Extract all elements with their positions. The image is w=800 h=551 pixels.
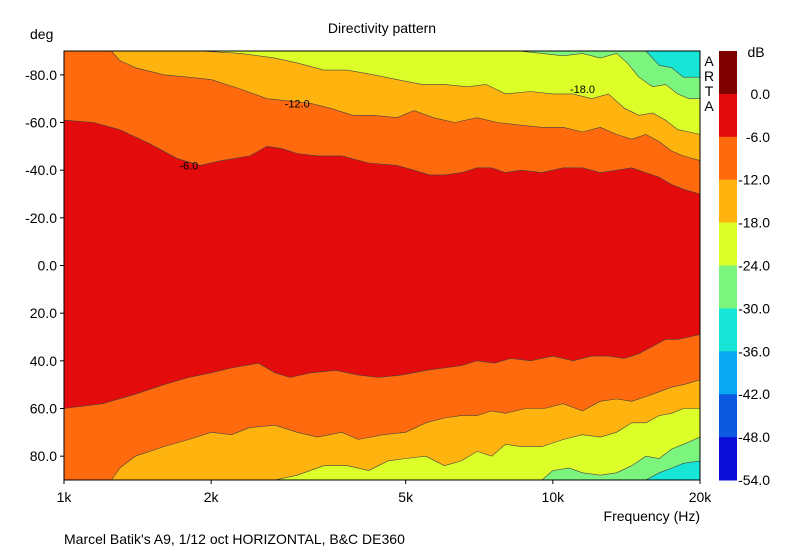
- chart-title: Directivity pattern: [328, 20, 436, 36]
- x-tick-label: 20k: [689, 489, 713, 505]
- colorbar-unit-label: dB: [747, 44, 764, 60]
- contour-band-lower: [541, 436, 700, 480]
- colorbar-block: [719, 51, 737, 95]
- contour-band-upper: [200, 51, 700, 135]
- colorbar-tick-label: -48.0: [738, 429, 770, 445]
- colorbar-block: [719, 351, 737, 395]
- y-tick-label: -40.0: [25, 162, 57, 178]
- x-axis-label: Frequency (Hz): [604, 508, 700, 524]
- colorbar-tick-label: 0.0: [751, 86, 771, 102]
- colorbar-block: [719, 136, 737, 181]
- plot-area: -6.0 -12.0 -18.0: [63, 50, 701, 481]
- x-tick-label: 5k: [398, 489, 414, 505]
- y-tick-label: 60.0: [30, 401, 57, 417]
- arta-letter: A: [704, 98, 714, 114]
- colorbar-block: [719, 394, 737, 438]
- colorbar-tick-label: -12.0: [738, 172, 770, 188]
- x-axis-ticks: 1k 2k 5k 10k 20k: [57, 480, 713, 505]
- colorbar-tick-label: -36.0: [738, 343, 770, 359]
- y-tick-label: 20.0: [30, 305, 57, 321]
- x-tick-label: 2k: [204, 489, 220, 505]
- y-tick-label: 0.0: [38, 258, 58, 274]
- contour-band-upper: [645, 51, 700, 78]
- y-axis-label: deg: [30, 26, 53, 42]
- x-tick-label: 1k: [57, 489, 73, 505]
- colorbar-tick-label: -30.0: [738, 300, 770, 316]
- colorbar-tick-label: -54.0: [738, 472, 770, 488]
- colorbar-tick-label: -24.0: [738, 258, 770, 274]
- colorbar-tick-label: -6.0: [746, 129, 770, 145]
- color-scale: dB 0.0 -6.0 -12.0 -18.0 -24.0 -30.0 -36.0 -42.0…: [719, 44, 770, 488]
- colorbar-block: [719, 179, 737, 224]
- y-axis-ticks: -80.0 -60.0 -40.0 -20.0 0.0 20.0 40.0 60.0 80.0: [25, 67, 64, 464]
- y-tick-label: -60.0: [25, 115, 57, 131]
- contour-label: -18.0: [570, 84, 595, 96]
- x-tick-label: 10k: [542, 489, 566, 505]
- y-tick-label: 80.0: [30, 448, 57, 464]
- contour-fills: [64, 51, 700, 480]
- colorbar-block: [719, 93, 737, 138]
- contour-label: -12.0: [285, 98, 310, 110]
- arta-letter: A: [704, 53, 714, 69]
- contour-band-upper: [518, 51, 700, 99]
- contour-labels: -6.0 -12.0 -18.0: [179, 84, 595, 172]
- contour-band-lower: [645, 460, 700, 480]
- colorbar-block: [719, 222, 737, 266]
- arta-letter: T: [705, 83, 714, 99]
- contour-band-lower: [274, 408, 700, 480]
- y-tick-label: 40.0: [30, 353, 57, 369]
- contour-label: -6.0: [179, 160, 198, 172]
- colorbar-block: [719, 265, 737, 309]
- colorbar-block: [719, 437, 737, 481]
- colorbar-blocks: [719, 51, 737, 481]
- colorbar-tick-label: -18.0: [738, 215, 770, 231]
- colorbar-tick-label: -42.0: [738, 386, 770, 402]
- colorbar-tick-labels: 0.0 -6.0 -12.0 -18.0 -24.0 -30.0 -36.0 -42.0 -48…: [738, 86, 770, 488]
- y-tick-label: -20.0: [25, 210, 57, 226]
- y-tick-label: -80.0: [25, 67, 57, 83]
- colorbar-block: [719, 308, 737, 352]
- chart-caption: Marcel Batik's A9, 1/12 oct HORIZONTAL, …: [64, 531, 405, 547]
- arta-letter: R: [704, 68, 714, 84]
